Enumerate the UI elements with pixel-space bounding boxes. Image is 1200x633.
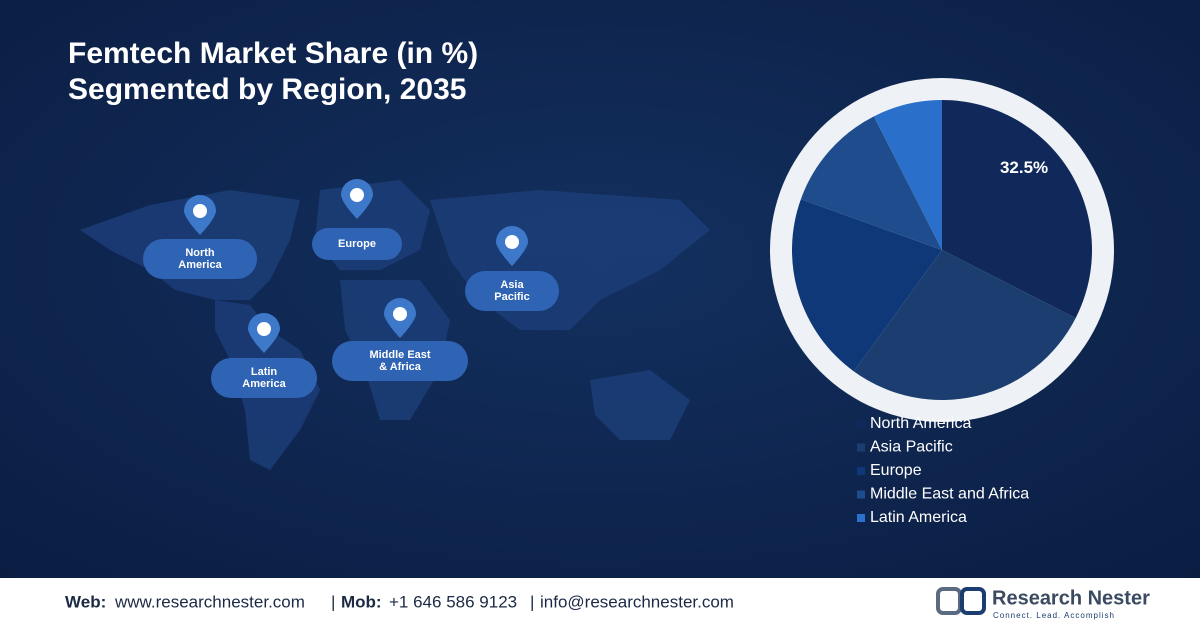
map-label: America	[178, 259, 222, 271]
pie-slice	[791, 199, 942, 372]
map-label: Pacific	[494, 291, 529, 303]
footer-band	[0, 578, 1200, 628]
map-label-pill	[312, 228, 402, 260]
map-pin-dot	[505, 235, 519, 249]
legend-label: Europe	[870, 462, 922, 479]
pie-slice	[800, 116, 942, 250]
pie-slice	[853, 250, 1076, 400]
map-label: Asia	[500, 279, 524, 291]
map-label: & Africa	[379, 361, 422, 373]
chart-title: Segmented by Region, 2035	[68, 73, 466, 106]
map-label-pill	[211, 358, 317, 398]
logo: Research Nester Connect. Lead. Accomplis…	[936, 587, 1150, 620]
footer-label: Mob:	[341, 592, 382, 611]
map-label: Latin	[251, 366, 278, 378]
map-label: America	[242, 378, 286, 390]
legend-label: Asia Pacific	[870, 439, 953, 456]
logo-tagline: Connect. Lead. Accomplish	[993, 611, 1115, 620]
pie-slice	[942, 100, 1093, 319]
map-label: Middle East	[369, 349, 430, 361]
footer: Web: www.researchnester.com | Mob: +1 64…	[65, 592, 734, 611]
map-label: North	[185, 247, 215, 259]
chart-title: Femtech Market Share (in %)	[68, 37, 478, 70]
footer-mob: +1 646 586 9123	[389, 592, 517, 611]
pie: 32.5%	[791, 100, 1093, 400]
legend-label: North America	[870, 415, 971, 432]
map-label-pill	[465, 271, 559, 311]
map-pin-dot	[350, 188, 364, 202]
data-label: 32.5%	[1000, 158, 1048, 177]
footer-web: www.researchnester.com	[114, 592, 305, 611]
legend-swatch	[857, 490, 865, 499]
legend-swatch	[857, 420, 865, 428]
legend-swatch	[857, 443, 865, 452]
legend: North America Asia Pacific Europe Middle Ea…	[857, 415, 1029, 526]
footer-sep: |	[530, 592, 534, 611]
map-pin-dot	[193, 204, 207, 218]
legend-label: Middle East and Africa	[870, 486, 1029, 503]
map-label: Europe	[338, 238, 376, 250]
legend-label: Latin America	[870, 509, 967, 526]
map-label-pill	[332, 341, 468, 381]
footer-label: Web:	[65, 592, 106, 611]
map-pin-dot	[393, 307, 407, 321]
pie-slice	[873, 100, 942, 250]
legend-swatch	[857, 514, 865, 522]
map-label-pill	[143, 239, 257, 279]
footer-sep: |	[331, 592, 335, 611]
footer-email: info@researchnester.com	[540, 592, 734, 611]
logo-name: Research Nester	[992, 587, 1150, 609]
map-pin-dot	[257, 322, 271, 336]
legend-swatch	[857, 467, 865, 475]
